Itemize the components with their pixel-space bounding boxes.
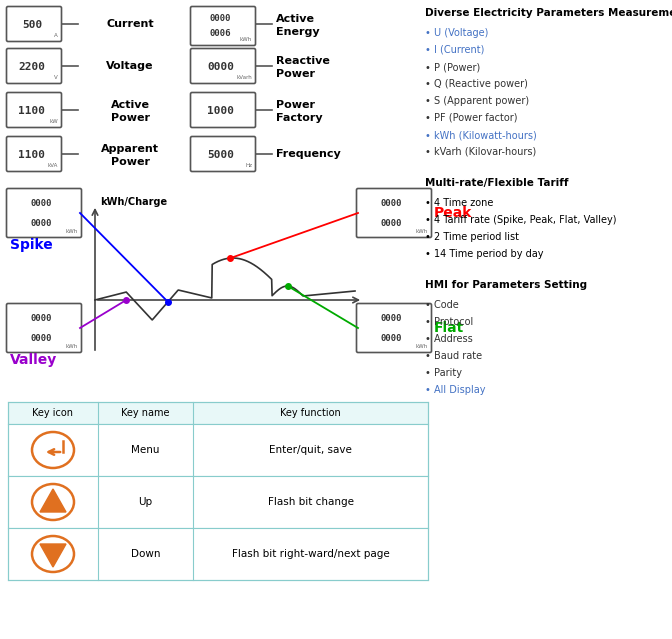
FancyBboxPatch shape — [7, 189, 81, 238]
Text: 0000: 0000 — [30, 334, 52, 343]
Text: Spike: Spike — [10, 238, 52, 252]
Text: • Baud rate: • Baud rate — [425, 351, 482, 361]
Text: 0000: 0000 — [30, 219, 52, 227]
Text: • Code: • Code — [425, 300, 459, 310]
Text: • Parity: • Parity — [425, 368, 462, 378]
Text: Power: Power — [110, 157, 149, 167]
Text: kW: kW — [49, 119, 58, 124]
Text: Apparent: Apparent — [101, 144, 159, 154]
Text: Active: Active — [110, 100, 149, 110]
Text: 1100: 1100 — [18, 105, 46, 116]
Text: • All Display: • All Display — [425, 385, 485, 395]
Text: 0000: 0000 — [380, 199, 402, 208]
Bar — [8, 476, 428, 528]
Text: 1000: 1000 — [207, 105, 234, 116]
Text: • I (Current): • I (Current) — [425, 45, 485, 55]
Text: Active: Active — [276, 14, 315, 24]
Text: Frequency: Frequency — [276, 149, 341, 159]
Text: kWh/Charge: kWh/Charge — [100, 197, 167, 207]
Text: • Address: • Address — [425, 334, 472, 344]
Text: • Q (Reactive power): • Q (Reactive power) — [425, 79, 528, 89]
FancyBboxPatch shape — [7, 137, 62, 171]
Text: kVA: kVA — [48, 163, 58, 168]
Text: • U (Voltage): • U (Voltage) — [425, 28, 489, 38]
Text: kVarh: kVarh — [237, 75, 252, 80]
Text: kWh: kWh — [240, 37, 252, 42]
Text: 500: 500 — [22, 20, 42, 29]
Text: 0000: 0000 — [380, 314, 402, 323]
Text: 0000: 0000 — [30, 314, 52, 323]
Bar — [8, 528, 428, 580]
Text: Key icon: Key icon — [32, 408, 73, 418]
Text: Voltage: Voltage — [106, 61, 154, 71]
Text: Key name: Key name — [121, 408, 170, 418]
Text: • 4 Time zone: • 4 Time zone — [425, 198, 493, 208]
Text: kWh: kWh — [416, 344, 428, 349]
Text: 5000: 5000 — [207, 150, 234, 160]
Text: Flash bit change: Flash bit change — [267, 497, 353, 507]
Text: • PF (Power factor): • PF (Power factor) — [425, 113, 517, 123]
Text: Multi-rate/Flexible Tariff: Multi-rate/Flexible Tariff — [425, 178, 569, 188]
FancyBboxPatch shape — [7, 304, 81, 353]
Text: • Protocol: • Protocol — [425, 317, 473, 327]
Text: Factory: Factory — [276, 113, 323, 123]
FancyBboxPatch shape — [357, 304, 431, 353]
Text: V: V — [54, 75, 58, 80]
Text: Key function: Key function — [280, 408, 341, 418]
Text: • S (Apparent power): • S (Apparent power) — [425, 96, 529, 106]
Text: kWh: kWh — [416, 229, 428, 234]
Text: Peak: Peak — [434, 206, 472, 220]
Text: 0006: 0006 — [210, 29, 231, 38]
Text: Power: Power — [110, 113, 149, 123]
Text: Valley: Valley — [10, 353, 57, 367]
Text: • kWh (Kilowatt-hours): • kWh (Kilowatt-hours) — [425, 130, 537, 140]
Text: Enter/quit, save: Enter/quit, save — [269, 445, 352, 455]
FancyBboxPatch shape — [190, 6, 255, 45]
Text: Flash bit right-ward/next page: Flash bit right-ward/next page — [232, 549, 389, 559]
Text: 0000: 0000 — [210, 14, 231, 23]
FancyBboxPatch shape — [7, 49, 62, 84]
Text: Power: Power — [276, 69, 315, 79]
Polygon shape — [40, 544, 66, 567]
Text: Energy: Energy — [276, 27, 320, 37]
Text: Power: Power — [276, 100, 315, 110]
FancyBboxPatch shape — [7, 6, 62, 42]
Text: Hz: Hz — [245, 163, 252, 168]
Text: 0000: 0000 — [30, 199, 52, 208]
FancyBboxPatch shape — [190, 93, 255, 128]
Text: 2200: 2200 — [18, 61, 46, 72]
Text: • 2 Time period list: • 2 Time period list — [425, 232, 519, 242]
Polygon shape — [40, 489, 66, 512]
Text: Down: Down — [131, 549, 160, 559]
FancyBboxPatch shape — [190, 137, 255, 171]
Text: 1100: 1100 — [18, 150, 46, 160]
Text: Flat: Flat — [434, 321, 464, 335]
Text: Diverse Electricity Parameters Measurement: Diverse Electricity Parameters Measureme… — [425, 8, 672, 18]
Bar — [8, 402, 428, 424]
Text: • 14 Time period by day: • 14 Time period by day — [425, 249, 544, 259]
Text: Current: Current — [106, 19, 154, 29]
Bar — [8, 424, 428, 476]
Text: • P (Power): • P (Power) — [425, 62, 480, 72]
Text: Reactive: Reactive — [276, 56, 330, 66]
Text: 0000: 0000 — [380, 334, 402, 343]
Text: Time: Time — [367, 308, 396, 318]
Text: HMI for Parameters Setting: HMI for Parameters Setting — [425, 280, 587, 290]
FancyBboxPatch shape — [357, 189, 431, 238]
Text: Menu: Menu — [131, 445, 160, 455]
Text: kWh: kWh — [66, 229, 78, 234]
Text: • 4 Tariff rate (Spike, Peak, Flat, Valley): • 4 Tariff rate (Spike, Peak, Flat, Vall… — [425, 215, 616, 225]
FancyBboxPatch shape — [7, 93, 62, 128]
FancyBboxPatch shape — [190, 49, 255, 84]
Text: 0000: 0000 — [207, 61, 234, 72]
Text: • kVarh (Kilovar-hours): • kVarh (Kilovar-hours) — [425, 147, 536, 157]
Text: 0000: 0000 — [380, 219, 402, 227]
Text: kWh: kWh — [66, 344, 78, 349]
Text: Up: Up — [138, 497, 153, 507]
Text: A: A — [54, 33, 58, 38]
